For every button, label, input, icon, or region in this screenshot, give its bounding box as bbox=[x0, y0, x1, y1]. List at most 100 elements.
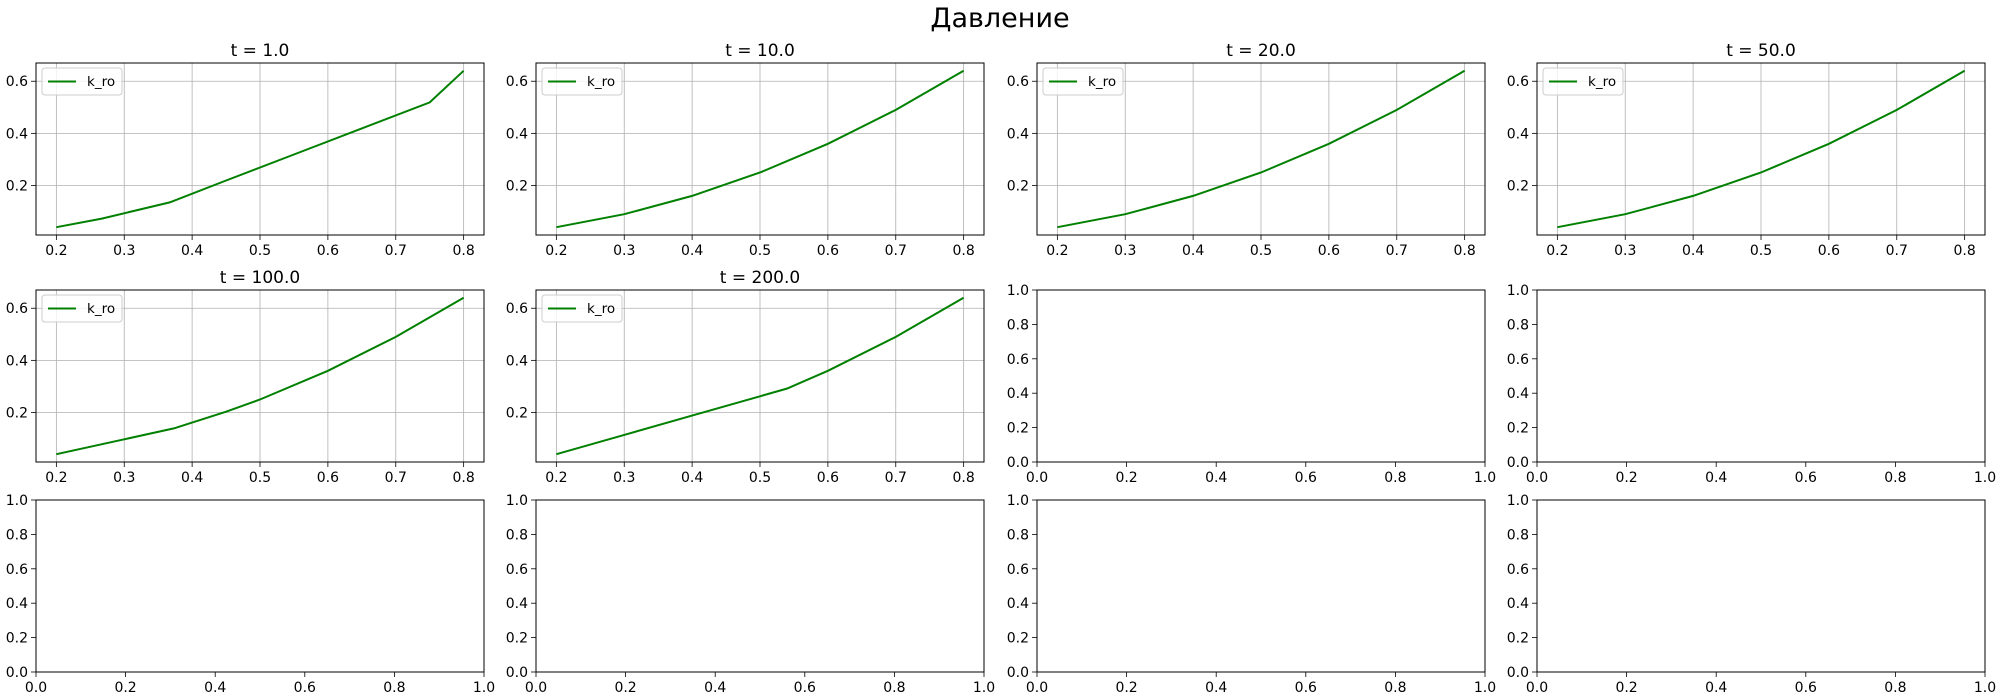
x-tick-label: 0.6 bbox=[817, 470, 839, 486]
legend-label: k_ro bbox=[587, 301, 615, 317]
legend-box bbox=[1542, 67, 1624, 96]
x-tick-label: 0.2 bbox=[614, 680, 636, 696]
x-tick-label: 0.5 bbox=[1250, 243, 1272, 259]
x-tick-label: 0.4 bbox=[1705, 680, 1727, 696]
legend-label: k_ro bbox=[87, 301, 115, 317]
x-tick-label: 0.3 bbox=[613, 243, 635, 259]
axes-frame bbox=[535, 62, 985, 236]
x-tick-label: 0.4 bbox=[681, 243, 703, 259]
y-tick-label: 0.4 bbox=[506, 126, 528, 142]
x-tick-label: 0.4 bbox=[1682, 243, 1704, 259]
x-tick-label: 0.4 bbox=[181, 243, 203, 259]
y-tick-label: 0.2 bbox=[1507, 631, 1529, 647]
y-tick-label: 0.6 bbox=[1007, 74, 1029, 90]
x-tick-label: 1.0 bbox=[1974, 680, 1996, 696]
y-tick-label: 0.0 bbox=[1507, 455, 1529, 471]
y-tick-label: 0.6 bbox=[506, 301, 528, 317]
x-tick-label: 0.4 bbox=[1182, 243, 1204, 259]
axes-frame bbox=[35, 499, 485, 673]
y-tick-label: 1.0 bbox=[1007, 493, 1029, 509]
subplot-title: t = 1.0 bbox=[231, 41, 290, 61]
axes-frame bbox=[535, 289, 985, 463]
y-tick-label: 0.8 bbox=[1507, 527, 1529, 543]
y-tick-label: 0.0 bbox=[506, 665, 528, 681]
subplot-4: 0.2 0.3 0.4 0.5 0.6 0.7 0.8 0.2 0.4 0.6 t = 50.0 k_… bbox=[1507, 41, 1986, 259]
x-tick-label: 0.7 bbox=[885, 470, 907, 486]
series-line-k_ro bbox=[1057, 69, 1466, 229]
axes-frame bbox=[1036, 289, 1486, 463]
x-tick-label: 0.5 bbox=[1750, 243, 1772, 259]
x-tick-label: 1.0 bbox=[973, 680, 995, 696]
x-tick-label: 0.4 bbox=[681, 470, 703, 486]
subplot-title: t = 10.0 bbox=[725, 41, 795, 61]
x-tick-label: 0.4 bbox=[704, 680, 726, 696]
x-tick-label: 1.0 bbox=[473, 680, 495, 696]
y-tick-label: 0.8 bbox=[1007, 527, 1029, 543]
axes-frame bbox=[535, 499, 985, 673]
x-tick-label: 0.5 bbox=[749, 243, 771, 259]
x-tick-label: 0.7 bbox=[385, 243, 407, 259]
y-tick-label: 0.2 bbox=[6, 178, 28, 194]
y-tick-label: 0.4 bbox=[6, 353, 28, 369]
x-tick-label: 0.4 bbox=[1205, 680, 1227, 696]
x-tick-label: 0.3 bbox=[1614, 243, 1636, 259]
y-tick-label: 0.6 bbox=[6, 74, 28, 90]
y-tick-label: 0.4 bbox=[506, 596, 528, 612]
subplot-11: 0.0 0.2 0.4 0.6 0.8 1.0 0.0 0.2 0.4 0.6 0.8 1.0 bbox=[1007, 493, 1496, 696]
series-line-k_ro bbox=[56, 296, 465, 456]
subplot-3: 0.2 0.3 0.4 0.5 0.6 0.7 0.8 0.2 0.4 0.6 t = 20.0 k_… bbox=[1007, 41, 1486, 259]
x-tick-label: 0.6 bbox=[294, 680, 316, 696]
x-tick-label: 0.8 bbox=[453, 470, 475, 486]
subplot-5: 0.2 0.3 0.4 0.5 0.6 0.7 0.8 0.2 0.4 0.6 t = 100.0 k… bbox=[6, 268, 485, 486]
x-tick-label: 0.2 bbox=[45, 470, 67, 486]
series-line-k_ro bbox=[56, 70, 465, 229]
x-tick-label: 0.0 bbox=[1026, 470, 1048, 486]
y-tick-label: 0.4 bbox=[1507, 126, 1529, 142]
x-tick-label: 0.8 bbox=[883, 680, 905, 696]
legend-box bbox=[41, 67, 123, 96]
subplot-grid: 0.2 0.3 0.4 0.5 0.6 0.7 0.8 0.2 0.4 0.6 t = 1.0 k_r… bbox=[6, 41, 1996, 696]
y-tick-label: 0.4 bbox=[1007, 596, 1029, 612]
legend-box bbox=[1042, 67, 1124, 96]
y-tick-label: 0.8 bbox=[506, 527, 528, 543]
x-tick-label: 0.6 bbox=[1295, 680, 1317, 696]
x-tick-label: 0.4 bbox=[181, 470, 203, 486]
y-tick-label: 1.0 bbox=[6, 493, 28, 509]
subplot-9: 0.0 0.2 0.4 0.6 0.8 1.0 0.0 0.2 0.4 0.6 0.8 1.0 bbox=[6, 493, 495, 696]
y-tick-label: 0.0 bbox=[1507, 665, 1529, 681]
subplot-2: 0.2 0.3 0.4 0.5 0.6 0.7 0.8 0.2 0.4 0.6 t = 10.0 k_… bbox=[506, 41, 985, 259]
legend-box bbox=[541, 67, 623, 96]
y-tick-label: 0.2 bbox=[6, 631, 28, 647]
axes-frame bbox=[1036, 499, 1486, 673]
x-tick-label: 0.2 bbox=[45, 243, 67, 259]
y-tick-label: 0.4 bbox=[1507, 596, 1529, 612]
y-tick-label: 0.2 bbox=[506, 631, 528, 647]
y-tick-label: 0.2 bbox=[6, 405, 28, 421]
subplot-7: 0.0 0.2 0.4 0.6 0.8 1.0 0.0 0.2 0.4 0.6 0.8 1.0 bbox=[1007, 283, 1496, 486]
x-tick-label: 1.0 bbox=[1474, 470, 1496, 486]
y-tick-label: 0.6 bbox=[506, 74, 528, 90]
y-tick-label: 1.0 bbox=[506, 493, 528, 509]
y-tick-label: 0.0 bbox=[1007, 665, 1029, 681]
legend: k_ro bbox=[1542, 67, 1624, 96]
x-tick-label: 0.5 bbox=[249, 470, 271, 486]
x-tick-label: 0.2 bbox=[1546, 243, 1568, 259]
axes-frame bbox=[1536, 289, 1986, 463]
y-tick-label: 0.6 bbox=[1507, 74, 1529, 90]
x-tick-label: 0.8 bbox=[1384, 680, 1406, 696]
x-tick-label: 0.2 bbox=[545, 243, 567, 259]
y-tick-label: 0.4 bbox=[506, 353, 528, 369]
x-tick-label: 1.0 bbox=[1974, 470, 1996, 486]
y-tick-label: 0.6 bbox=[6, 301, 28, 317]
x-tick-label: 0.8 bbox=[953, 243, 975, 259]
x-tick-label: 0.5 bbox=[749, 470, 771, 486]
y-tick-label: 0.6 bbox=[1007, 562, 1029, 578]
x-tick-label: 0.7 bbox=[1386, 243, 1408, 259]
y-tick-label: 0.8 bbox=[1507, 317, 1529, 333]
legend-label: k_ro bbox=[87, 74, 115, 90]
subplot-1: 0.2 0.3 0.4 0.5 0.6 0.7 0.8 0.2 0.4 0.6 t = 1.0 k_r… bbox=[6, 41, 485, 259]
legend-label: k_ro bbox=[1088, 74, 1116, 90]
y-tick-label: 0.0 bbox=[1007, 455, 1029, 471]
x-tick-label: 0.4 bbox=[1705, 470, 1727, 486]
